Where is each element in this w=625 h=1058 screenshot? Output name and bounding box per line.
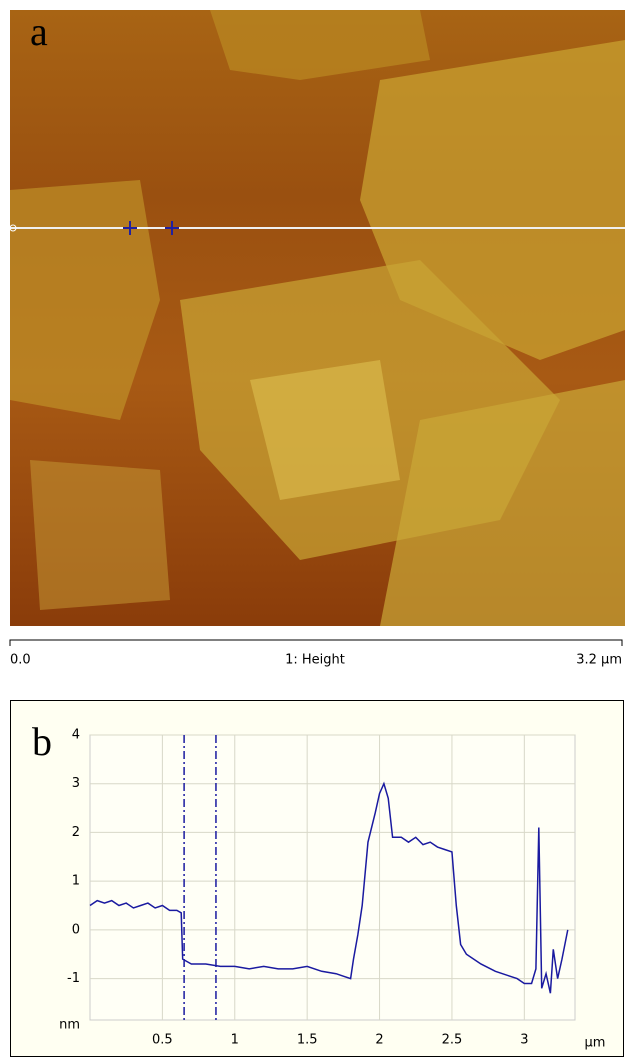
y-tick-label: 4	[72, 728, 80, 743]
profile-line	[89, 781, 569, 994]
y-tick-label: 3	[72, 776, 80, 791]
scale-start: 0.0	[10, 653, 31, 668]
x-tick-label: 1	[231, 1033, 239, 1048]
x-tick-label: 3	[520, 1033, 528, 1048]
y-tick-label: 1	[72, 874, 80, 889]
x-tick-label: 2	[375, 1033, 383, 1048]
scale-end: 3.2 µm	[576, 653, 622, 668]
x-unit: µm	[585, 1036, 606, 1051]
panel-label: a	[30, 9, 48, 54]
x-tick-label: 2.5	[442, 1033, 463, 1048]
afm-image: a	[9, 9, 625, 626]
y-unit: nm	[59, 1018, 80, 1033]
x-tick-label: 1.5	[297, 1033, 318, 1048]
channel: 1: Height	[285, 653, 345, 668]
x-tick-label: 0.5	[152, 1033, 173, 1048]
y-tick-label: 0	[72, 922, 80, 937]
y-tick-label: 2	[72, 825, 80, 840]
panel-label: b	[32, 719, 52, 764]
y-tick-label: -1	[67, 971, 80, 986]
